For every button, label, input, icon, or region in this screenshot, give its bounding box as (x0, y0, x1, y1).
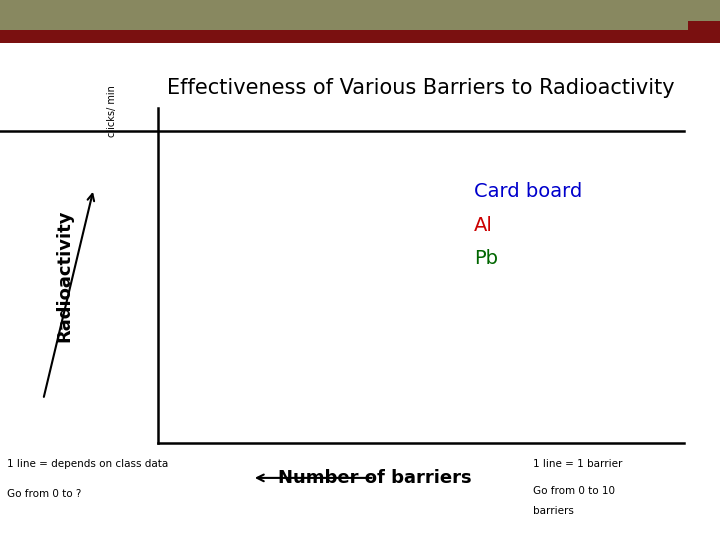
Text: Go from 0 to ?: Go from 0 to ? (7, 489, 81, 499)
Text: 1 line = 1 barrier: 1 line = 1 barrier (533, 459, 622, 469)
Text: Card board: Card board (474, 182, 582, 201)
Text: Number of barriers: Number of barriers (278, 469, 471, 487)
Title: Effectiveness of Various Barriers to Radioactivity: Effectiveness of Various Barriers to Rad… (167, 78, 675, 98)
Text: barriers: barriers (533, 506, 574, 516)
Text: Pb: Pb (474, 249, 498, 268)
Text: Al: Al (474, 215, 492, 235)
Text: Radioactivity: Radioactivity (56, 209, 73, 342)
Text: 1 line = depends on class data: 1 line = depends on class data (7, 459, 168, 469)
Text: Go from 0 to 10: Go from 0 to 10 (533, 486, 615, 496)
Text: clicks/ min: clicks/ min (107, 85, 117, 137)
